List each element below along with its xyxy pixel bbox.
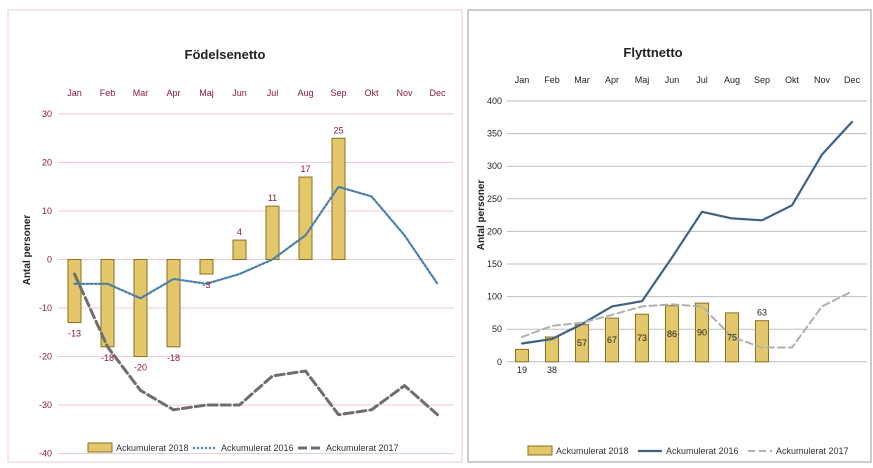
data-label: -13	[68, 329, 81, 339]
chart-frame	[7, 9, 463, 463]
birth-net-chart: Födelsenetto Jan Feb Mar Apr Maj Jun Jul Aug Sep O…	[7, 9, 463, 463]
y-tick-label: 20	[42, 158, 52, 168]
month-label: Dec	[429, 88, 446, 98]
series-line	[520, 120, 854, 345]
y-axis-label: Antal personer	[476, 180, 487, 251]
month-label: Aug	[724, 75, 740, 85]
month-label: Maj	[635, 75, 650, 85]
data-label: 4	[237, 227, 242, 237]
bar	[605, 317, 619, 363]
legend-label: Ackumulerat 2018	[556, 446, 629, 456]
month-label: Jul	[696, 75, 708, 85]
bar	[515, 348, 529, 363]
bar	[199, 259, 214, 275]
data-label: 11	[268, 193, 277, 203]
month-label: Okt	[785, 75, 800, 85]
chart-title: Födelsenetto	[185, 47, 266, 62]
month-label: Jul	[267, 88, 279, 98]
month-label: Okt	[364, 88, 379, 98]
month-label: Sep	[330, 88, 346, 98]
data-label: 63	[757, 308, 767, 318]
bar	[695, 302, 709, 363]
month-label: Jan	[67, 88, 82, 98]
legend-label: Ackumulerat 2016	[221, 443, 294, 453]
migration-net-chart-panel: Flyttnetto Jan Feb Mar Apr Maj Jun Jul Aug Sep Okt…	[466, 0, 873, 468]
bar	[67, 259, 82, 324]
legend-swatch-bar	[87, 442, 113, 453]
month-label: Apr	[166, 88, 180, 98]
legend-label: Ackumulerat 2017	[326, 443, 399, 453]
bar	[133, 259, 148, 357]
data-label: 57	[577, 338, 587, 348]
y-tick-label: 100	[487, 292, 502, 302]
y-tick-label: 10	[42, 206, 52, 216]
month-label: Apr	[605, 75, 619, 85]
series-line	[521, 290, 853, 349]
bar	[331, 137, 346, 260]
month-label: Maj	[199, 88, 214, 98]
y-tick-label: -30	[39, 400, 52, 410]
data-label: 38	[547, 365, 557, 375]
month-label: Dec	[844, 75, 861, 85]
y-tick-label: -10	[39, 303, 52, 313]
month-label: Jun	[665, 75, 680, 85]
data-label: -18	[101, 353, 114, 363]
series-line	[73, 272, 439, 417]
bar	[635, 313, 649, 363]
data-label: 90	[697, 327, 707, 337]
data-label: 17	[300, 164, 310, 174]
month-label: Feb	[544, 75, 560, 85]
data-label: 86	[667, 329, 677, 339]
y-tick-label: 250	[487, 194, 502, 204]
month-label: Feb	[100, 88, 116, 98]
month-label: Nov	[814, 75, 831, 85]
month-label: Aug	[297, 88, 313, 98]
month-label: Mar	[133, 88, 149, 98]
y-tick-label: 30	[42, 109, 52, 119]
bar	[265, 205, 280, 260]
y-tick-label: -20	[39, 352, 52, 362]
birth-net-chart-panel: Födelsenetto Jan Feb Mar Apr Maj Jun Jul Aug Sep O…	[7, 9, 463, 463]
data-label: 19	[517, 365, 527, 375]
bar	[665, 305, 679, 363]
y-tick-label: 400	[487, 96, 502, 106]
month-label: Jun	[232, 88, 247, 98]
data-label: -3	[202, 280, 210, 290]
legend-label: Ackumulerat 2017	[776, 446, 849, 456]
chart-frame	[467, 9, 872, 463]
y-tick-label: 0	[47, 255, 52, 265]
data-label: 75	[727, 332, 737, 342]
y-axis-label: Antal personer	[22, 215, 33, 286]
bar	[232, 239, 247, 261]
bar	[755, 320, 769, 363]
migration-net-chart: Flyttnetto Jan Feb Mar Apr Maj Jun Jul Aug Sep Okt…	[467, 9, 872, 463]
y-tick-label: 0	[497, 357, 502, 367]
month-label: Nov	[396, 88, 413, 98]
data-label: -20	[134, 363, 147, 373]
data-label: -18	[167, 353, 180, 363]
y-tick-label: 350	[487, 129, 502, 139]
month-label: Mar	[574, 75, 590, 85]
series-line	[73, 185, 439, 300]
data-label: 73	[637, 333, 647, 343]
y-tick-label: 50	[492, 324, 502, 334]
y-tick-label: 150	[487, 259, 502, 269]
y-tick-label: -40	[39, 449, 52, 459]
legend-label: Ackumulerat 2016	[666, 446, 739, 456]
chart-title: Flyttnetto	[623, 45, 682, 60]
y-tick-label: 200	[487, 226, 502, 236]
bar	[166, 259, 181, 348]
y-tick-label: 300	[487, 161, 502, 171]
legend-label: Ackumulerat 2018	[116, 443, 189, 453]
bar	[298, 176, 313, 260]
data-label: 25	[333, 125, 343, 135]
month-label: Jan	[515, 75, 530, 85]
month-label: Sep	[754, 75, 770, 85]
bar	[545, 336, 559, 363]
data-label: 67	[607, 335, 617, 345]
legend-swatch-bar	[527, 445, 553, 456]
